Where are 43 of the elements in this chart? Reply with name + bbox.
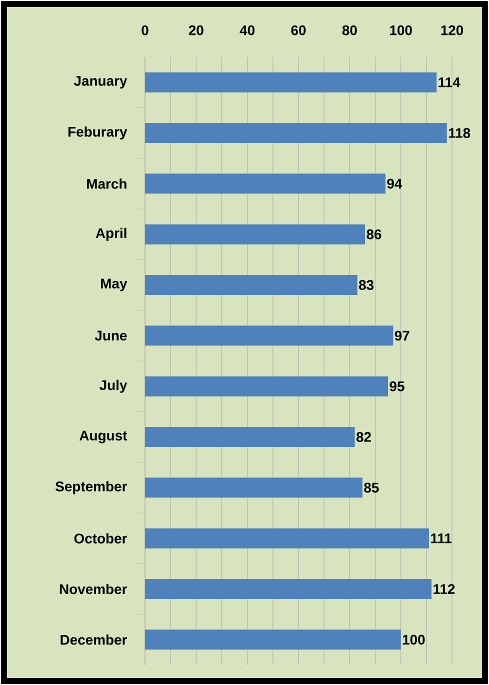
x-tick-label: 120 [441,25,464,36]
bar [145,528,429,548]
y-tick-label: January [74,76,128,89]
bar [145,630,401,650]
y-tick-label: June [94,330,127,341]
data-label: 118 [448,128,470,138]
x-tick-label: 60 [291,25,306,36]
y-tick-label: August [80,430,128,444]
data-label: 82 [356,432,371,442]
bar [145,224,366,244]
data-label: 85 [364,482,379,493]
y-tick-label: July [100,380,128,393]
y-tick-label: May [101,278,128,292]
data-label: 97 [394,330,410,341]
x-tick-label: 0 [142,25,148,36]
x-tick-label: 20 [188,25,204,36]
x-tick-label: 40 [240,25,255,36]
x-tick-label: 80 [342,25,357,36]
bar [145,123,447,143]
y-tick-label: March [87,178,126,189]
data-label: 86 [366,229,382,240]
data-label: 112 [434,584,455,594]
data-label: 114 [438,78,460,88]
data-label: 83 [358,280,374,290]
data-label: 100 [402,634,425,645]
bar [145,427,355,447]
bar [145,174,386,194]
y-tick-label: November [60,584,128,594]
bar [145,376,388,396]
data-label: 111 [431,534,452,544]
data-label: 95 [390,381,404,392]
bar [145,72,437,92]
y-tick-label: Feburary [68,126,128,140]
y-tick-label: September [56,481,128,494]
x-tick-label: 100 [390,25,412,36]
bar [145,275,358,295]
y-tick-label: December [60,634,128,645]
bar [145,579,432,599]
bar [145,478,362,498]
y-tick-label: April [96,228,126,241]
bar [145,326,394,346]
data-label: 94 [387,178,402,189]
y-tick-label: October [74,533,128,544]
